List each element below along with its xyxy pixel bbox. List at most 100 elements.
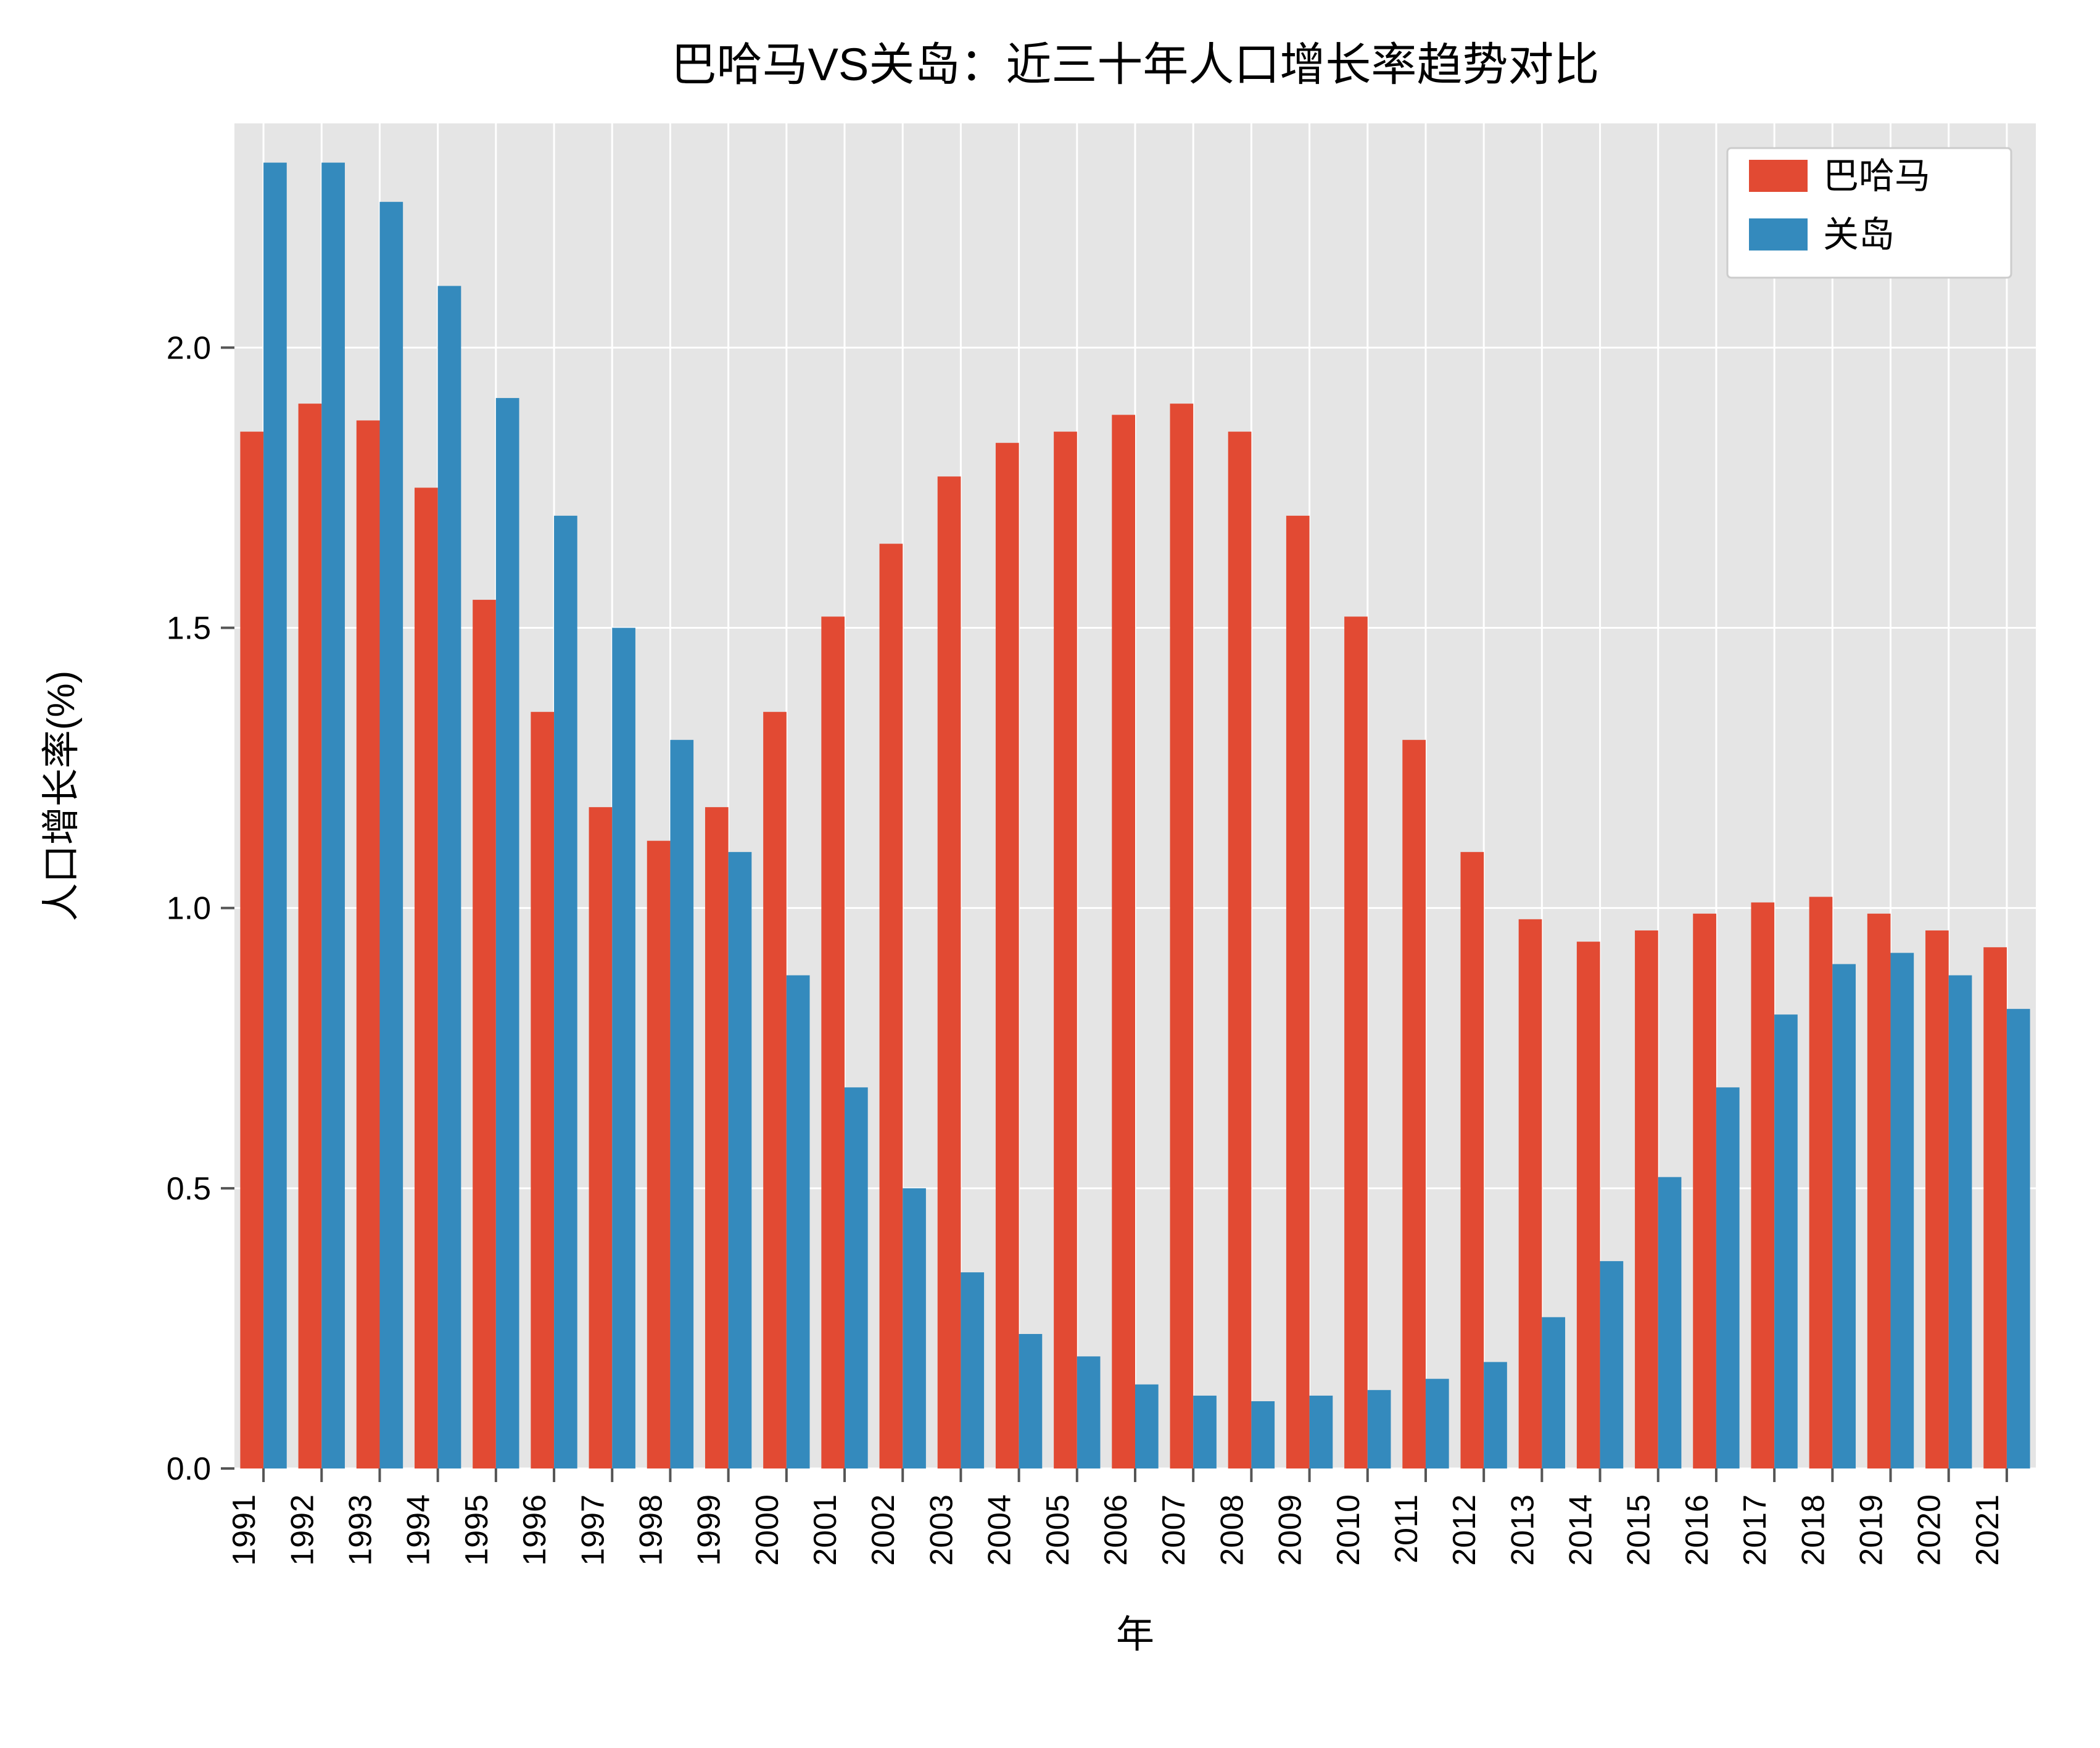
xtick-label: 2001 (808, 1494, 843, 1566)
bar-巴哈马 (1577, 942, 1600, 1468)
bar-关岛 (612, 628, 635, 1469)
bar-巴哈马 (1809, 897, 1833, 1469)
xtick-label: 2021 (1970, 1494, 2006, 1566)
bar-巴哈马 (1519, 919, 1542, 1468)
xtick-label: 1991 (226, 1494, 262, 1566)
bar-关岛 (1542, 1317, 1565, 1468)
xtick-label: 2016 (1679, 1494, 1715, 1566)
bar-巴哈马 (821, 616, 845, 1468)
xtick-label: 1998 (633, 1494, 669, 1566)
bar-关岛 (1193, 1396, 1217, 1468)
x-axis-label: 年 (1116, 1613, 1154, 1656)
ytick-label: 0.0 (167, 1451, 211, 1487)
chart-svg: 0.00.51.01.52.01991199219931994199519961… (0, 0, 2100, 1748)
xtick-label: 2008 (1214, 1494, 1250, 1566)
bar-关岛 (321, 163, 345, 1468)
bar-巴哈马 (880, 544, 903, 1468)
xtick-label: 1993 (342, 1494, 378, 1566)
bar-关岛 (1368, 1390, 1391, 1468)
bar-巴哈马 (415, 487, 438, 1468)
xtick-label: 2004 (982, 1494, 1018, 1566)
bar-关岛 (1658, 1177, 1682, 1468)
xtick-label: 1994 (401, 1494, 437, 1566)
bar-关岛 (438, 286, 461, 1468)
legend-label: 关岛 (1823, 215, 1895, 255)
xtick-label: 1995 (459, 1494, 495, 1566)
bar-巴哈马 (1170, 404, 1194, 1468)
xtick-label: 2014 (1563, 1494, 1599, 1566)
bar-巴哈马 (1460, 852, 1484, 1468)
bar-巴哈马 (1983, 947, 2007, 1468)
bar-巴哈马 (1635, 930, 1658, 1468)
bar-巴哈马 (763, 712, 787, 1468)
bar-巴哈马 (996, 443, 1019, 1468)
bar-关岛 (496, 398, 519, 1468)
xtick-label: 2005 (1040, 1494, 1076, 1566)
xtick-label: 1992 (284, 1494, 320, 1566)
legend-swatch (1749, 218, 1808, 251)
bar-巴哈马 (1344, 616, 1368, 1468)
xtick-label: 2015 (1621, 1494, 1657, 1566)
xtick-label: 2020 (1912, 1494, 1948, 1566)
xtick-label: 2010 (1331, 1494, 1366, 1566)
bar-关岛 (787, 975, 810, 1468)
legend-swatch (1749, 160, 1808, 192)
xtick-label: 2006 (1098, 1494, 1134, 1566)
xtick-label: 2013 (1505, 1494, 1540, 1566)
xtick-label: 2018 (1795, 1494, 1831, 1566)
bar-关岛 (263, 163, 287, 1468)
bar-巴哈马 (1751, 903, 1774, 1468)
bar-巴哈马 (647, 841, 671, 1468)
chart-container: 0.00.51.01.52.01991199219931994199519961… (0, 0, 2100, 1748)
bar-巴哈马 (531, 712, 554, 1468)
bar-关岛 (379, 202, 403, 1468)
bar-关岛 (2007, 1009, 2030, 1468)
xtick-label: 2009 (1273, 1494, 1308, 1566)
bar-关岛 (729, 852, 752, 1468)
ytick-label: 1.0 (167, 891, 211, 927)
bar-关岛 (1832, 964, 1856, 1469)
bar-巴哈马 (1867, 914, 1891, 1468)
bar-巴哈马 (299, 404, 322, 1468)
bar-巴哈马 (473, 600, 496, 1468)
ytick-label: 0.5 (167, 1171, 211, 1207)
bar-巴哈马 (589, 807, 613, 1468)
bar-巴哈马 (1693, 914, 1716, 1468)
bar-关岛 (1251, 1401, 1275, 1468)
bar-关岛 (1426, 1379, 1449, 1468)
bar-巴哈马 (240, 432, 263, 1468)
bar-关岛 (1019, 1334, 1043, 1468)
bar-巴哈马 (357, 420, 380, 1468)
ytick-label: 2.0 (167, 330, 211, 366)
bar-关岛 (903, 1188, 926, 1468)
xtick-label: 1999 (692, 1494, 727, 1566)
xtick-label: 2002 (866, 1494, 901, 1566)
bar-关岛 (1600, 1261, 1624, 1468)
xtick-label: 1996 (517, 1494, 553, 1566)
xtick-label: 2017 (1737, 1494, 1773, 1566)
bar-关岛 (554, 516, 577, 1468)
bar-巴哈马 (938, 476, 961, 1468)
bar-巴哈马 (1925, 930, 1949, 1468)
xtick-label: 2012 (1447, 1494, 1482, 1566)
bar-关岛 (1949, 975, 1972, 1468)
bar-关岛 (961, 1272, 984, 1468)
xtick-label: 1997 (575, 1494, 611, 1566)
bar-关岛 (1135, 1385, 1159, 1468)
bar-巴哈马 (1054, 432, 1077, 1468)
bar-巴哈马 (1402, 740, 1426, 1468)
bar-关岛 (1077, 1356, 1101, 1468)
y-axis-label: 人口增长率(%) (40, 671, 83, 921)
bar-巴哈马 (1112, 415, 1135, 1468)
bar-关岛 (670, 740, 693, 1468)
xtick-label: 2019 (1854, 1494, 1890, 1566)
bar-关岛 (1310, 1396, 1333, 1468)
xtick-label: 2000 (750, 1494, 785, 1566)
bar-巴哈马 (1228, 432, 1252, 1468)
bar-关岛 (1716, 1087, 1740, 1468)
bar-关岛 (1484, 1362, 1507, 1468)
bar-关岛 (1774, 1014, 1798, 1468)
xtick-label: 2011 (1389, 1494, 1424, 1564)
xtick-label: 2003 (924, 1494, 959, 1566)
bar-关岛 (1891, 953, 1914, 1468)
